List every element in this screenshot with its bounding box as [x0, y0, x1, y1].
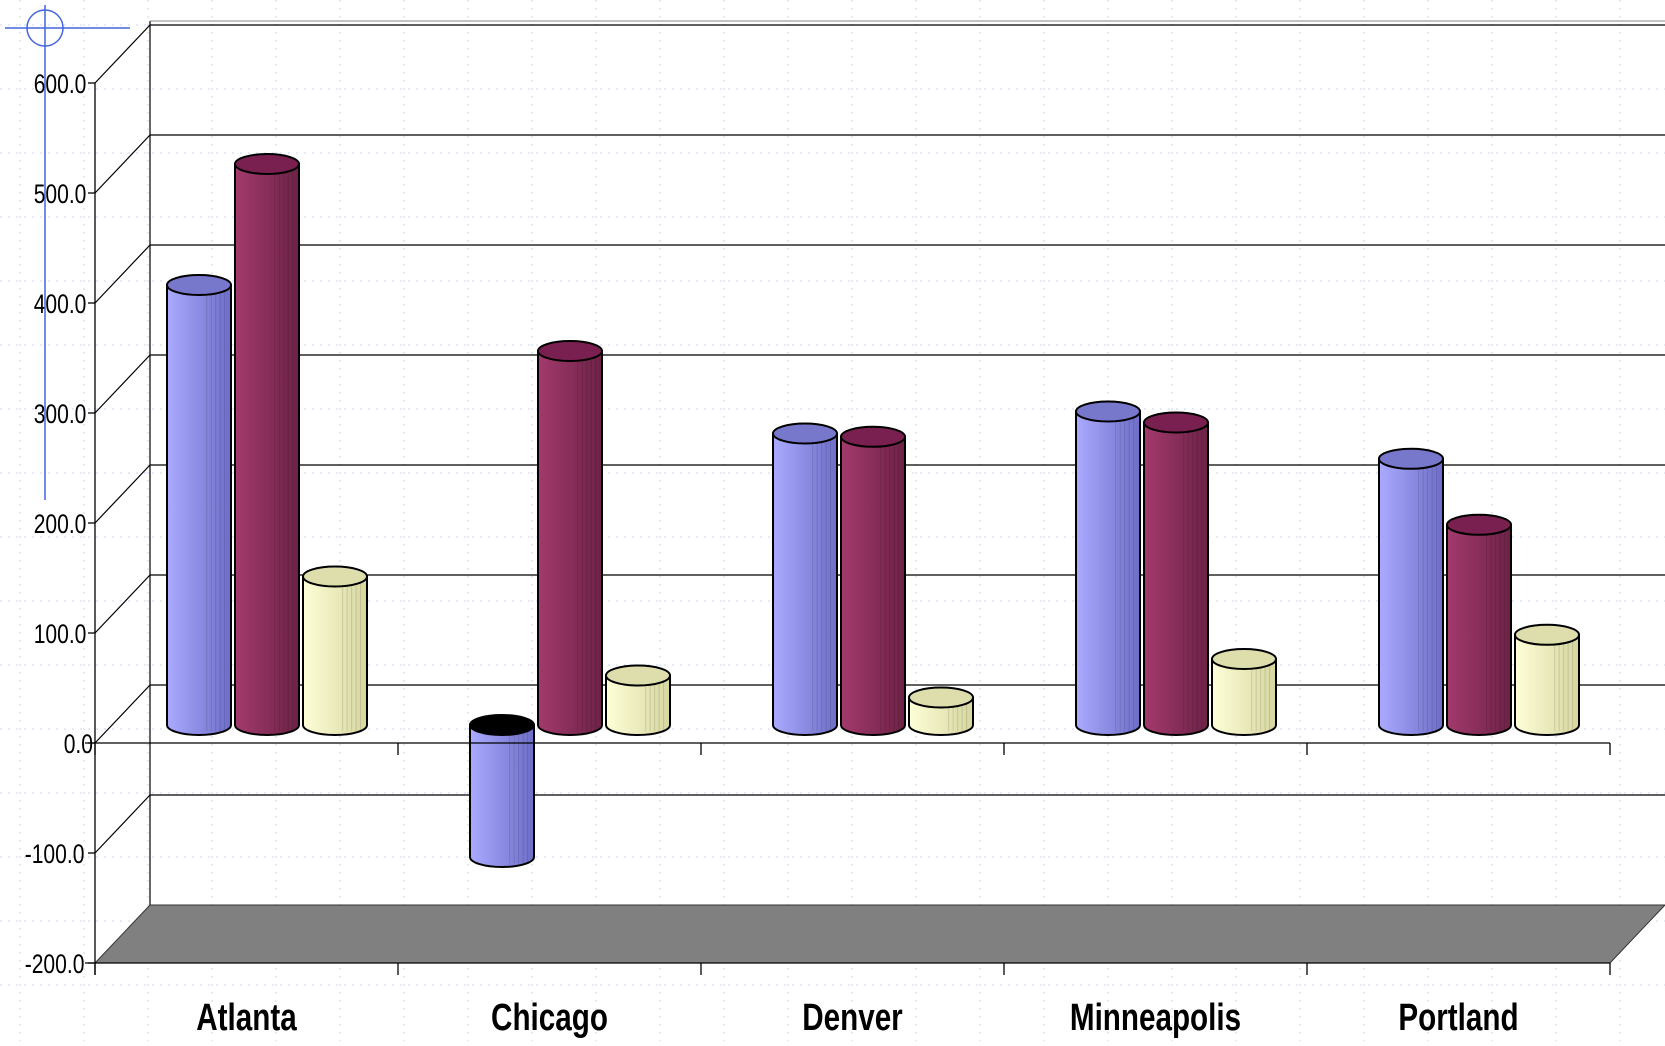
bar — [166, 274, 232, 736]
floor-plane — [93, 904, 1665, 964]
side-wall-gridline — [94, 464, 151, 524]
bar — [469, 714, 535, 868]
bar-cap — [908, 686, 974, 709]
bar-body — [772, 432, 838, 736]
bar-cap — [166, 274, 232, 296]
bar — [234, 153, 300, 736]
bar-body — [166, 284, 232, 736]
bar-cap — [1143, 411, 1209, 434]
bar-cap — [537, 340, 603, 362]
x-category-label: Atlanta — [196, 997, 297, 1039]
bar — [908, 686, 974, 736]
x-category-label: Minneapolis — [1070, 997, 1241, 1039]
bar-cap — [469, 714, 535, 736]
bar-body — [605, 674, 671, 736]
bar-body — [469, 724, 535, 868]
bar-body — [840, 435, 906, 736]
bar-cap — [1211, 648, 1277, 670]
bar — [1514, 623, 1580, 736]
x-category-label: Portland — [1398, 997, 1518, 1039]
bar-cap — [1446, 513, 1512, 536]
y-tick-label: 0.0 — [64, 730, 93, 760]
chart-floor — [93, 904, 1665, 964]
bar — [605, 664, 671, 736]
bar — [1446, 513, 1512, 736]
bar-cap — [1075, 400, 1141, 423]
bar-body — [1378, 457, 1444, 736]
side-wall-gridline — [94, 684, 151, 744]
y-tick-label: 400.0 — [34, 290, 87, 320]
y-tick-label: 100.0 — [34, 620, 87, 650]
bar-body — [1143, 421, 1209, 736]
bar — [537, 340, 603, 736]
bar — [1143, 411, 1209, 736]
side-wall-gridline — [94, 354, 151, 414]
bar-body — [1446, 523, 1512, 736]
side-wall-gridline — [94, 24, 151, 84]
bar-body — [1211, 658, 1277, 736]
bars — [166, 153, 1580, 868]
bar-body — [234, 163, 300, 736]
bar-body — [1514, 633, 1580, 736]
bar-body — [537, 350, 603, 736]
selection-guide — [5, 5, 130, 500]
labels: 600.0 500.0 400.0 300.0 200.0 100.0 0.0 -100.0 -… — [25, 70, 1519, 1039]
side-wall-gridline — [94, 134, 151, 194]
bar-cap — [840, 425, 906, 448]
y-tick-label: -200.0 — [25, 950, 85, 980]
bar-cap — [1514, 623, 1580, 646]
axes — [85, 82, 1611, 975]
y-tick-label: 200.0 — [34, 510, 87, 540]
bar-cap — [234, 153, 300, 175]
bar-cap — [1378, 447, 1444, 470]
bar — [1075, 400, 1141, 736]
x-category-label: Denver — [802, 997, 902, 1039]
bar — [840, 425, 906, 736]
bar-cap — [605, 664, 671, 687]
bar-cap — [302, 565, 368, 588]
side-wall-gridline — [94, 574, 151, 634]
y-tick-label: 600.0 — [34, 70, 87, 100]
bar — [772, 422, 838, 736]
y-tick-label: -100.0 — [25, 840, 85, 870]
y-tick-label: 300.0 — [34, 400, 87, 430]
side-wall-gridline — [94, 244, 151, 304]
bar-cap — [772, 422, 838, 445]
side-wall-gridline — [94, 794, 151, 854]
y-tick-label: 500.0 — [34, 180, 87, 210]
bar — [1211, 648, 1277, 736]
bar — [1378, 447, 1444, 736]
x-category-label: Chicago — [491, 997, 608, 1039]
bar — [302, 565, 368, 736]
bar-body — [302, 575, 368, 736]
bar-body — [1075, 410, 1141, 736]
